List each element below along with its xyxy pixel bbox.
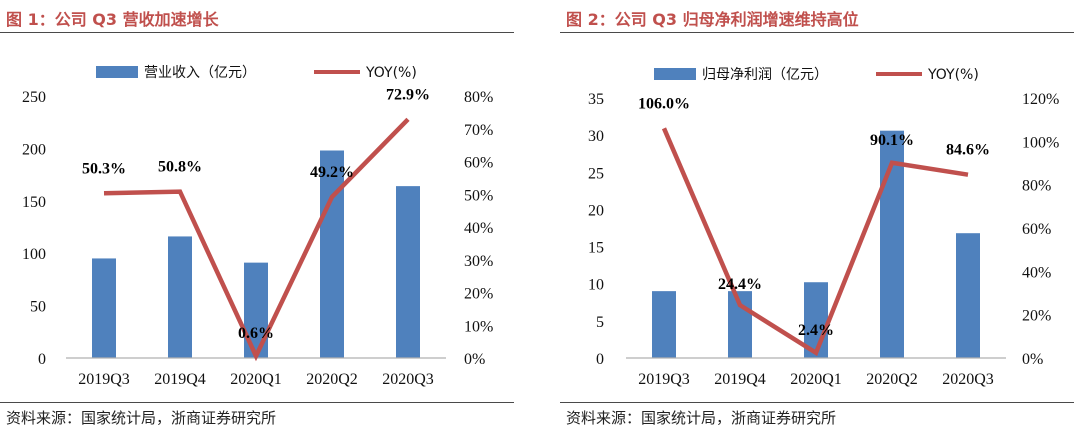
x-tick-label: 2020Q3	[942, 371, 994, 388]
y-right-tick-label: 40%	[464, 220, 493, 237]
source-note: 资料来源：国家统计局，浙商证券研究所	[566, 409, 837, 427]
y-left-tick-label: 100	[22, 246, 46, 263]
legend-line-label: YOY(%)	[365, 65, 417, 81]
x-tick-label: 2020Q2	[306, 371, 358, 388]
yoy-data-label: 106.0%	[638, 95, 690, 112]
yoy-data-label: 50.3%	[82, 160, 126, 177]
bottom-rule	[0, 402, 514, 403]
revenue-chart: 营业收入（亿元） YOY(%) 0 50 100 150 200 250 0% 10% 20% 30%…	[22, 65, 493, 388]
y-left-tick-label: 0	[38, 351, 46, 368]
y-right-tick-label: 120%	[1022, 91, 1059, 108]
bar	[652, 291, 676, 358]
yoy-data-label: 49.2%	[310, 164, 354, 181]
y-left-tick-label: 25	[588, 165, 604, 182]
y-left-tick-label: 150	[22, 194, 46, 211]
y-right-tick-label: 0%	[464, 351, 485, 368]
yoy-data-label: 0.6%	[238, 325, 274, 342]
bar	[320, 150, 344, 358]
y-right-tick-label: 80%	[1022, 178, 1051, 195]
bar	[168, 236, 192, 358]
bar	[956, 233, 980, 358]
y-left-tick-label: 5	[596, 314, 604, 331]
yoy-data-label: 24.4%	[718, 276, 762, 293]
bar	[92, 258, 116, 358]
y-left-tick-label: 15	[588, 240, 604, 257]
y-right-tick-label: 40%	[1022, 264, 1051, 281]
bar	[396, 186, 420, 358]
legend-line-label: YOY(%)	[927, 67, 979, 83]
y-right-tick-label: 60%	[1022, 221, 1051, 238]
figure-title: 图 2：公司 Q3 归母净利润增速维持高位	[566, 10, 859, 29]
title-rule	[560, 32, 1074, 33]
yoy-line	[661, 127, 969, 357]
y-left-tick-label: 200	[22, 141, 46, 158]
y-left-tick-label: 35	[588, 91, 604, 108]
y-right-tick-label: 20%	[464, 286, 493, 303]
y-right-tick-label: 70%	[464, 122, 493, 139]
y-left-tick-label: 20	[588, 202, 604, 219]
yoy-data-label: 50.8%	[158, 159, 202, 176]
y-right-tick-label: 60%	[464, 155, 493, 172]
y-right-tick-label: 100%	[1022, 134, 1059, 151]
figure-title: 图 1：公司 Q3 营收加速增长	[6, 10, 219, 29]
chart-panel-right: 图 2：公司 Q3 归母净利润增速维持高位 归母净利润（亿元） YOY(%) 0 5 1…	[560, 0, 1080, 437]
y-right-tick-label: 50%	[464, 187, 493, 204]
y-left-tick-label: 0	[596, 351, 604, 368]
x-tick-label: 2020Q1	[230, 371, 282, 388]
x-tick-label: 2019Q4	[154, 371, 206, 388]
y-left-tick-label: 250	[22, 89, 46, 106]
bar	[244, 262, 268, 358]
legend-bar-swatch	[654, 68, 696, 80]
y-right-tick-label: 30%	[464, 253, 493, 270]
y-right-tick-label: 20%	[1022, 308, 1051, 325]
chart-panel-left: 图 1：公司 Q3 营收加速增长 营业收入（亿元） YOY(%) 0 50 100 150…	[0, 0, 520, 437]
yoy-data-label: 90.1%	[870, 132, 914, 149]
legend-bar-label: 归母净利润（亿元）	[702, 66, 828, 83]
legend-bar-swatch	[96, 66, 138, 78]
x-tick-label: 2020Q1	[790, 371, 842, 388]
x-tick-label: 2019Q4	[714, 371, 766, 388]
legend-bar-label: 营业收入（亿元）	[144, 65, 256, 81]
y-right-tick-label: 0%	[1022, 351, 1043, 368]
yoy-data-label: 2.4%	[798, 322, 834, 339]
x-tick-label: 2020Q3	[382, 371, 434, 388]
title-rule	[0, 32, 514, 33]
y-left-tick-label: 30	[588, 128, 604, 145]
y-left-tick-label: 10	[588, 277, 604, 294]
yoy-line	[103, 117, 410, 362]
x-tick-label: 2020Q2	[866, 371, 918, 388]
x-tick-label: 2019Q3	[78, 371, 130, 388]
yoy-data-label: 84.6%	[946, 142, 990, 159]
y-left-tick-label: 50	[30, 299, 46, 316]
y-right-tick-label: 10%	[464, 318, 493, 335]
net-profit-chart: 归母净利润（亿元） YOY(%) 0 5 10 15 20 25 30 35 0% 20% 40% 60%…	[588, 66, 1059, 388]
x-tick-label: 2019Q3	[638, 371, 690, 388]
source-note: 资料来源：国家统计局，浙商证券研究所	[6, 409, 277, 427]
bottom-rule	[560, 402, 1074, 403]
y-right-tick-label: 80%	[464, 89, 493, 106]
yoy-data-label: 72.9%	[386, 86, 430, 103]
